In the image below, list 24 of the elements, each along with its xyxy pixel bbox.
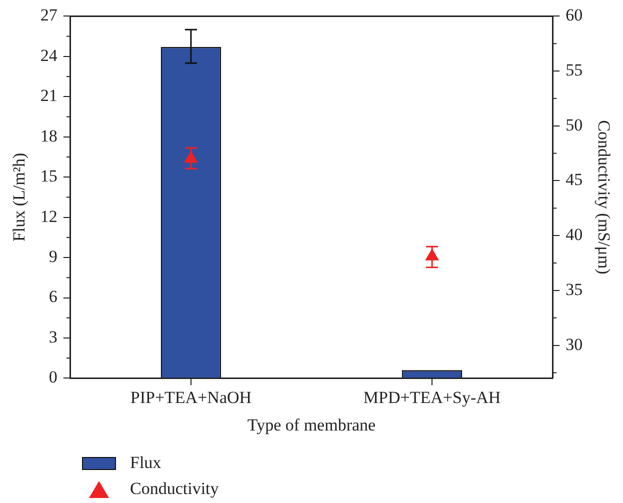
x-tick-label: MPD+TEA+Sy-AH — [363, 388, 501, 407]
y-axis-title: Flux (L/m²h) — [10, 152, 29, 242]
y2-tick-label: 55 — [566, 60, 583, 80]
x-tick-label: PIP+TEA+NaOH — [130, 388, 252, 407]
y-tick-label: 6 — [48, 287, 58, 306]
y-tick-label: 15 — [40, 166, 58, 186]
y-tick-label: 21 — [40, 86, 58, 106]
x-axis-title: Type of membrane — [247, 415, 376, 434]
y-tick-label: 12 — [40, 206, 58, 226]
legend-label: Conductivity — [130, 479, 219, 499]
y-tick-label: 18 — [40, 126, 58, 146]
y2-axis-title: Conductivity (mS/μm) — [594, 120, 614, 274]
y2-tick-label: 50 — [566, 115, 583, 134]
y2-tick-label: 45 — [566, 170, 583, 190]
y2-tick-label: 30 — [566, 334, 583, 354]
legend-label: Flux — [130, 453, 162, 473]
y-tick-label: 9 — [48, 247, 58, 266]
y-tick-label: 0 — [48, 368, 58, 387]
y-tick-label: 24 — [40, 46, 58, 65]
y2-tick-label: 40 — [566, 225, 583, 244]
y-tick-label: 27 — [40, 6, 58, 25]
y2-tick-label: 35 — [566, 280, 583, 299]
y-tick-label: 3 — [48, 327, 58, 346]
y2-tick-label: 60 — [566, 6, 583, 25]
